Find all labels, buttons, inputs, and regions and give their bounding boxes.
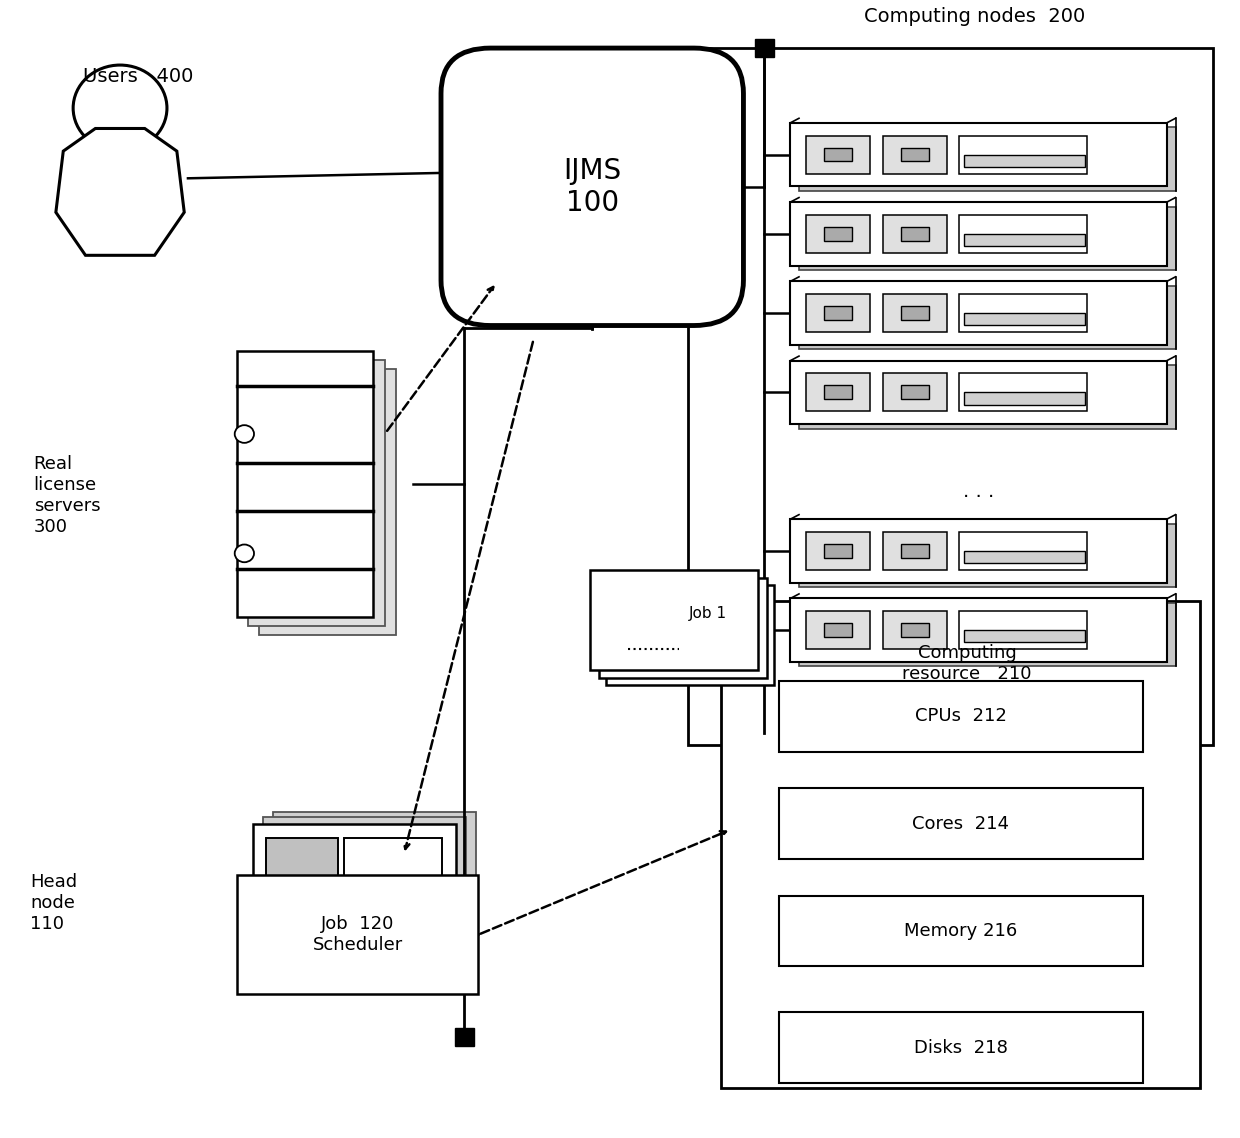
Bar — [963, 630, 1085, 642]
Bar — [963, 233, 1085, 246]
Bar — [959, 135, 1087, 174]
Bar — [806, 531, 870, 570]
Bar — [790, 123, 1167, 187]
Bar — [755, 39, 774, 57]
Text: Computing
resource   210: Computing resource 210 — [903, 644, 1032, 683]
Circle shape — [234, 544, 254, 562]
Bar — [825, 226, 852, 240]
Bar — [806, 373, 870, 411]
Bar — [959, 294, 1087, 332]
Text: Real
license
servers
300: Real license servers 300 — [33, 455, 100, 536]
Bar — [963, 155, 1085, 166]
Bar — [825, 624, 852, 637]
Bar — [599, 578, 766, 678]
Text: Head
node
110: Head node 110 — [30, 873, 77, 933]
Bar — [265, 927, 339, 954]
Text: Job  120
Scheduler: Job 120 Scheduler — [312, 915, 403, 954]
Bar — [799, 207, 1176, 270]
Circle shape — [234, 426, 254, 443]
Bar — [959, 611, 1087, 649]
Bar — [790, 203, 1167, 265]
Bar — [590, 570, 758, 670]
Text: Cores  214: Cores 214 — [913, 815, 1009, 833]
Text: Users   400: Users 400 — [83, 67, 193, 85]
Bar — [825, 306, 852, 320]
Bar — [799, 365, 1176, 429]
Bar — [606, 585, 774, 685]
Bar — [900, 148, 929, 162]
Bar — [883, 135, 947, 174]
Bar — [963, 551, 1085, 563]
Bar — [963, 393, 1085, 404]
Circle shape — [73, 65, 167, 151]
Bar — [806, 611, 870, 649]
Polygon shape — [56, 129, 185, 255]
Bar — [265, 838, 339, 948]
Bar — [900, 226, 929, 240]
Bar — [253, 824, 456, 959]
Bar — [883, 294, 947, 332]
Text: Memory 216: Memory 216 — [904, 922, 1017, 940]
Bar — [345, 927, 441, 954]
Bar — [273, 811, 476, 947]
Bar — [900, 624, 929, 637]
Bar — [959, 215, 1087, 253]
Bar — [688, 48, 1213, 744]
Text: Job 1: Job 1 — [689, 607, 727, 621]
Bar — [799, 523, 1176, 587]
Bar — [799, 603, 1176, 667]
Bar — [883, 611, 947, 649]
Bar — [806, 294, 870, 332]
Bar — [806, 215, 870, 253]
Bar — [345, 838, 441, 948]
Bar — [790, 599, 1167, 662]
Bar — [790, 361, 1167, 424]
Bar — [900, 306, 929, 320]
Bar — [883, 531, 947, 570]
Bar — [722, 601, 1200, 1088]
Bar — [779, 789, 1143, 859]
Bar — [259, 370, 396, 635]
Bar — [248, 361, 384, 626]
Bar — [799, 127, 1176, 191]
Bar — [779, 1013, 1143, 1082]
Text: CPUs  212: CPUs 212 — [915, 708, 1007, 725]
Bar — [963, 313, 1085, 325]
Bar — [825, 386, 852, 399]
Bar — [779, 896, 1143, 966]
Bar — [790, 519, 1167, 583]
Text: IJMS
100: IJMS 100 — [563, 157, 621, 217]
Bar — [455, 1028, 475, 1046]
Text: · · ·: · · · — [963, 488, 994, 508]
Bar — [779, 682, 1143, 751]
Bar — [263, 817, 466, 953]
Bar — [790, 281, 1167, 345]
Bar — [959, 531, 1087, 570]
FancyBboxPatch shape — [441, 48, 744, 325]
Text: Computing nodes  200: Computing nodes 200 — [864, 7, 1085, 26]
Bar — [900, 386, 929, 399]
Text: Disks  218: Disks 218 — [914, 1039, 1008, 1056]
Bar — [806, 135, 870, 174]
Bar — [799, 286, 1176, 349]
Bar — [825, 148, 852, 162]
Bar — [825, 544, 852, 558]
Bar — [237, 352, 373, 617]
Bar — [959, 373, 1087, 411]
Bar — [883, 215, 947, 253]
Bar — [883, 373, 947, 411]
Bar — [237, 875, 479, 993]
Bar — [900, 544, 929, 558]
